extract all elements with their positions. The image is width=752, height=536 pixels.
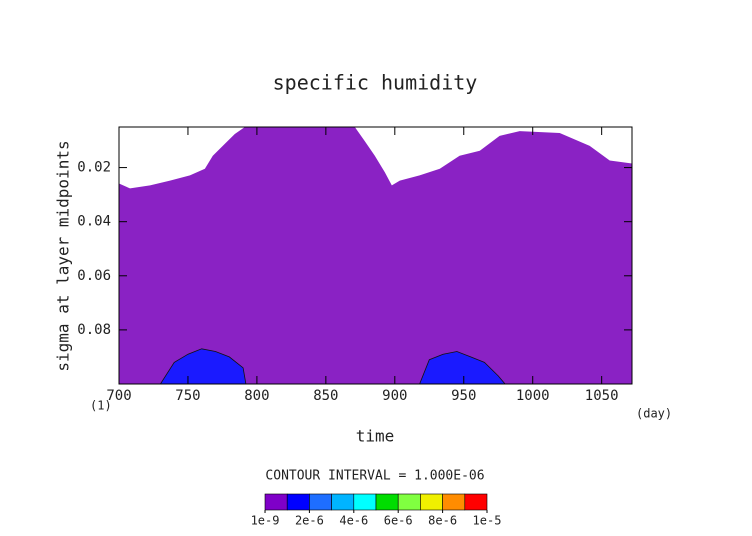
colorbar-label: 6e-6 bbox=[384, 514, 413, 528]
colorbar-box bbox=[420, 493, 443, 511]
y-axis-label: sigma at layer midpoints bbox=[54, 140, 73, 371]
x-tick-label: 850 bbox=[313, 388, 338, 404]
chart-title: specific humidity bbox=[273, 71, 478, 95]
colorbar-box bbox=[331, 493, 355, 511]
colorbar-label: 1e-5 bbox=[473, 514, 502, 528]
plot-frame bbox=[118, 126, 633, 385]
contour-region bbox=[119, 127, 632, 384]
x-unit: (day) bbox=[636, 407, 672, 421]
colorbar-label: 1e-9 bbox=[251, 514, 280, 528]
colorbar-box bbox=[442, 493, 466, 511]
colorbar-label: 2e-6 bbox=[295, 514, 324, 528]
x-tick-label: 1000 bbox=[516, 388, 550, 404]
colorbar-box bbox=[397, 493, 421, 511]
colorbar-box bbox=[286, 493, 310, 511]
y-tick-label: 0.02 bbox=[77, 160, 111, 176]
colorbar-box bbox=[375, 493, 399, 511]
x-tick-label: 950 bbox=[451, 388, 476, 404]
colorbar-label: 8e-6 bbox=[428, 514, 457, 528]
y-unit: (1) bbox=[90, 399, 112, 413]
x-axis-label: time bbox=[356, 427, 395, 446]
contour-region bbox=[159, 348, 247, 385]
y-tick-label: 0.06 bbox=[77, 268, 111, 284]
colorbar-label: 4e-6 bbox=[339, 514, 368, 528]
colorbar-box bbox=[264, 493, 288, 511]
x-tick-label: 750 bbox=[175, 388, 200, 404]
contour-region bbox=[419, 351, 506, 385]
x-tick-label: 1050 bbox=[585, 388, 619, 404]
y-tick-label: 0.04 bbox=[77, 214, 111, 230]
colorbar-box bbox=[353, 493, 377, 511]
x-tick-label: 700 bbox=[106, 388, 131, 404]
y-tick-label: 0.08 bbox=[77, 322, 111, 338]
contour-interval: CONTOUR INTERVAL = 1.000E-06 bbox=[265, 469, 484, 484]
x-tick-label: 800 bbox=[244, 388, 269, 404]
colorbar-box bbox=[464, 493, 488, 511]
colorbar-box bbox=[309, 493, 332, 511]
x-tick-label: 900 bbox=[382, 388, 407, 404]
